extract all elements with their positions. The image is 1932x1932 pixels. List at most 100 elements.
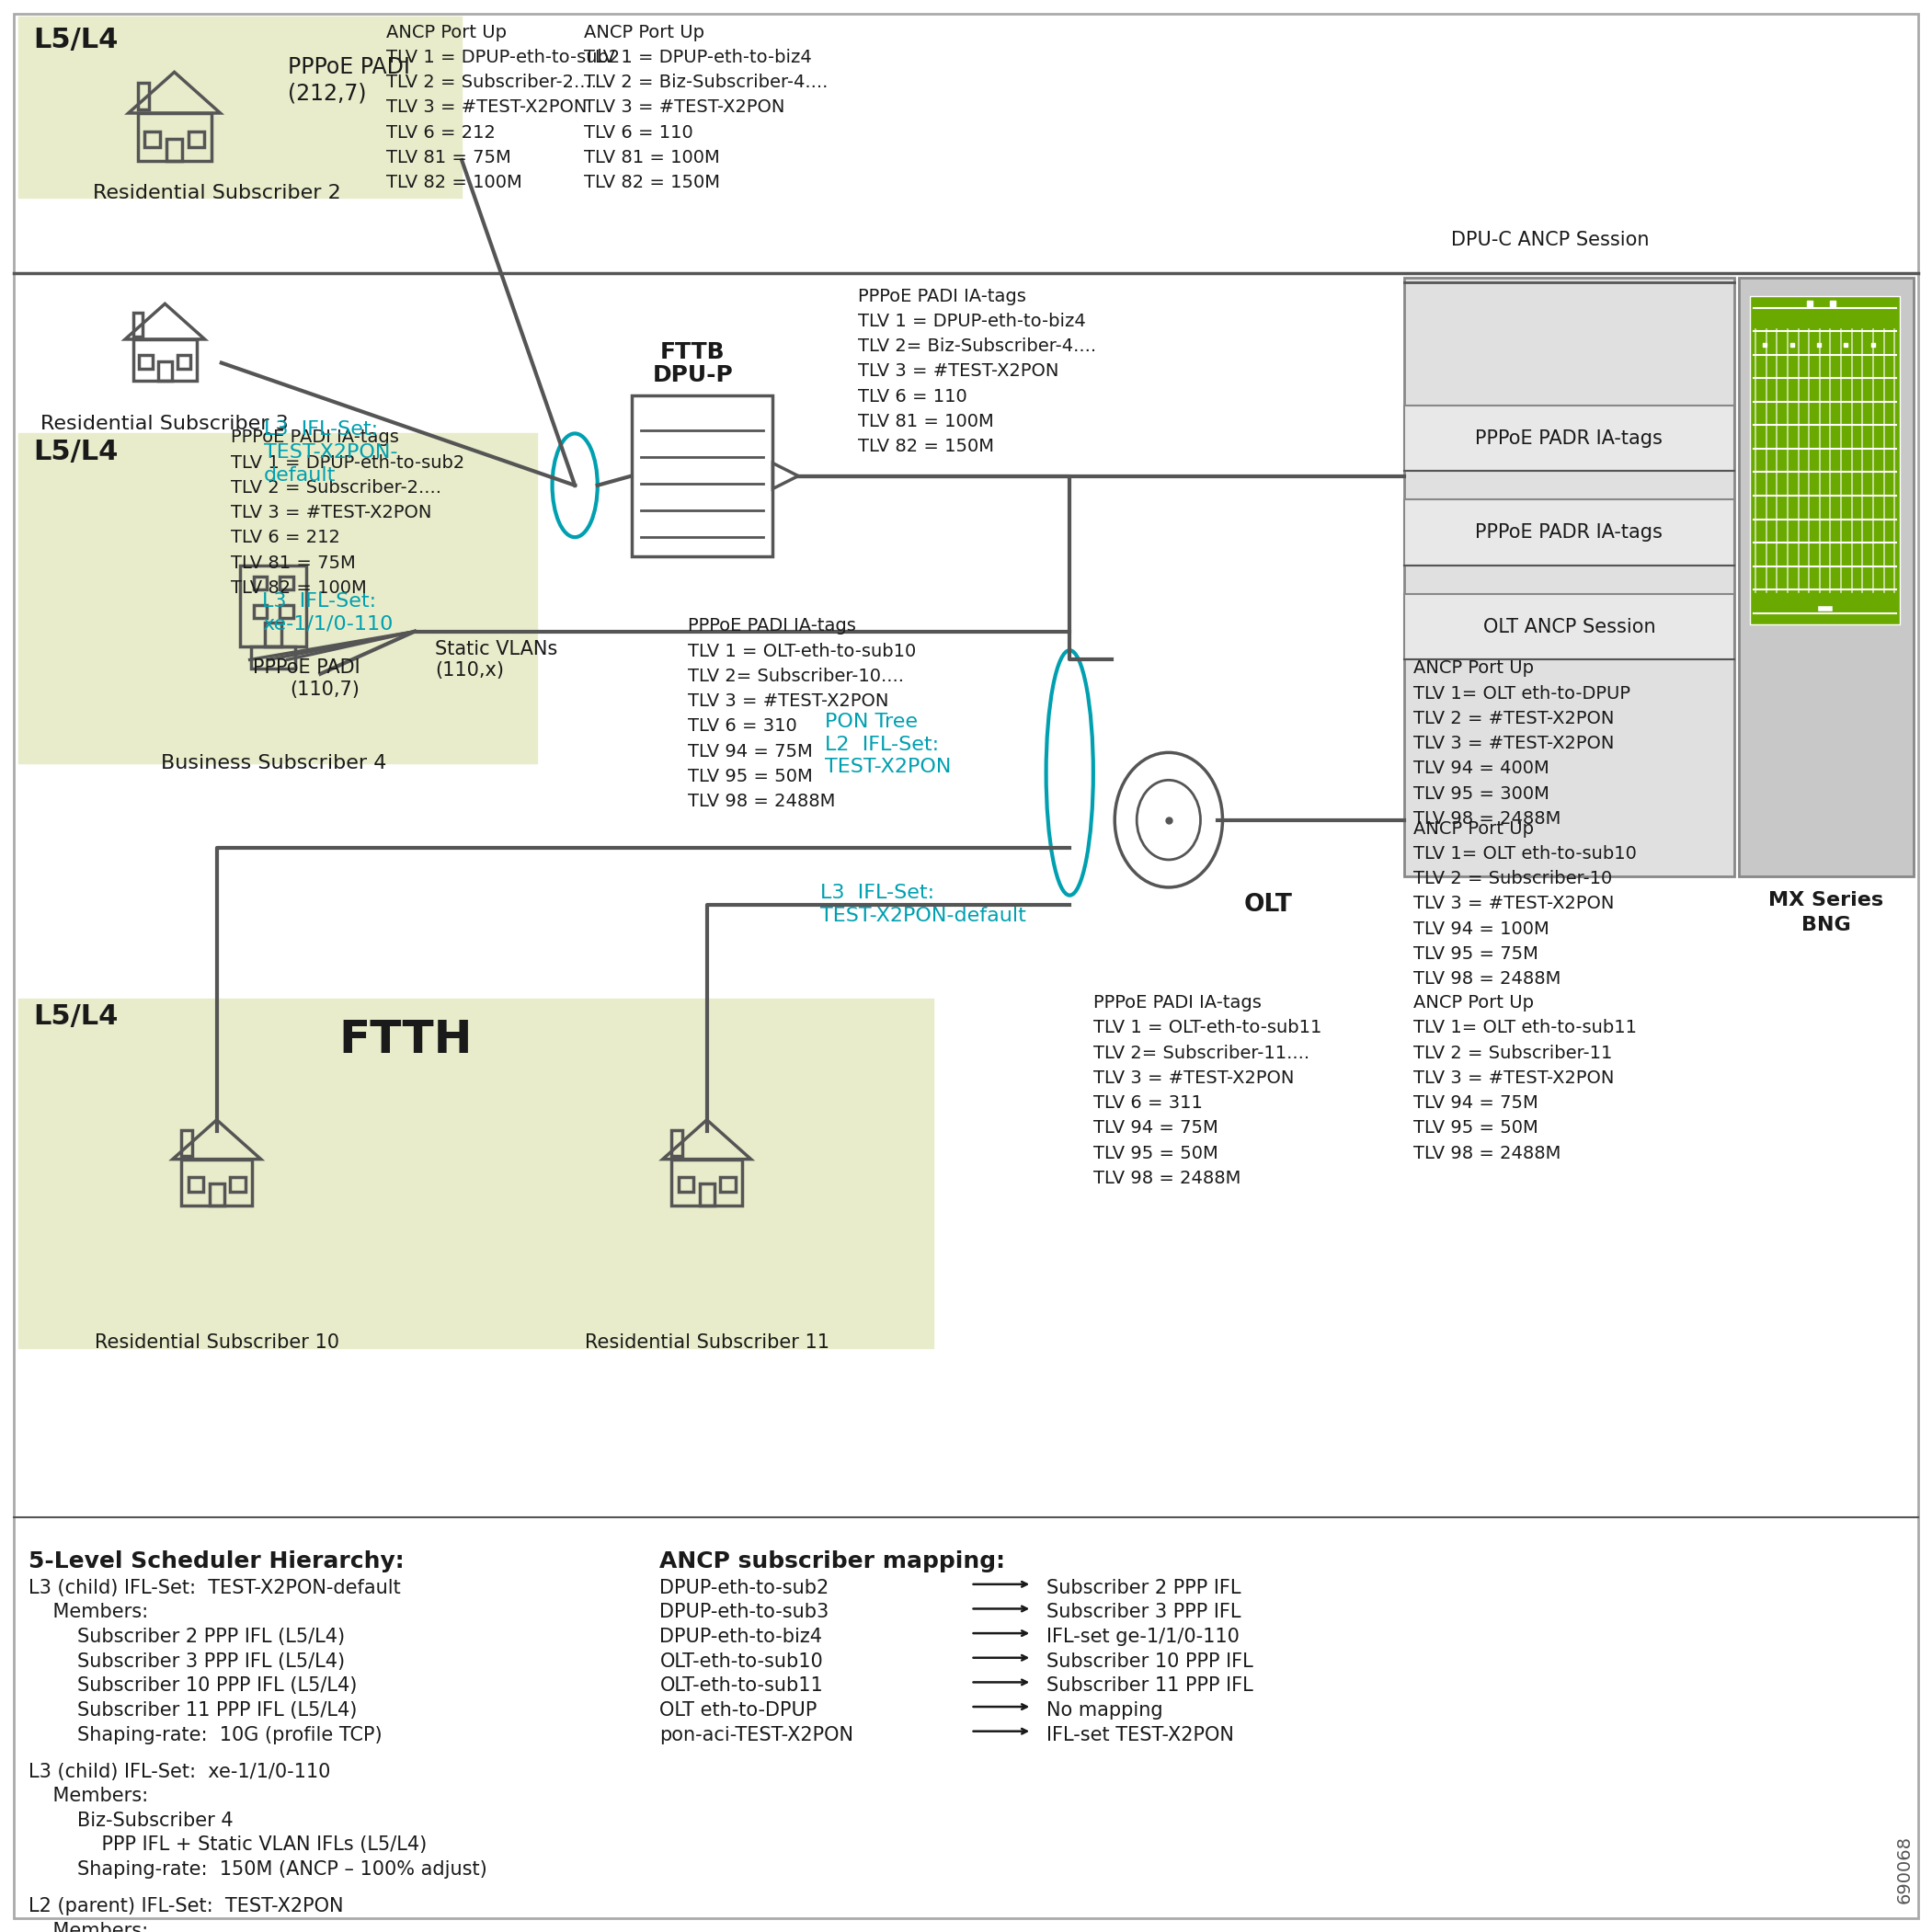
Text: L2 (parent) IFL-Set:  TEST-X2PON: L2 (parent) IFL-Set: TEST-X2PON — [29, 1897, 344, 1915]
Bar — [1739, 278, 1913, 877]
Bar — [1405, 278, 1735, 877]
Text: PPPoE PADR IA-tags: PPPoE PADR IA-tags — [1476, 429, 1663, 448]
Text: Members:: Members: — [29, 1787, 149, 1804]
Text: Subscriber 10 PPP IFL: Subscriber 10 PPP IFL — [1045, 1652, 1252, 1671]
Text: Business Subscriber 4: Business Subscriber 4 — [160, 753, 386, 773]
Text: Members:: Members: — [29, 1604, 149, 1621]
Text: PPPoE PADI
(110,7): PPPoE PADI (110,7) — [253, 659, 359, 699]
Text: DPUP-eth-to-sub2: DPUP-eth-to-sub2 — [659, 1578, 829, 1598]
Text: 5-Level Scheduler Hierarchy:: 5-Level Scheduler Hierarchy: — [29, 1549, 404, 1573]
Text: FTTH: FTTH — [338, 1018, 471, 1063]
Bar — [678, 1177, 694, 1192]
Text: PPPoE PADI
(212,7): PPPoE PADI (212,7) — [288, 56, 410, 104]
Text: Subscriber 11 PPP IFL: Subscriber 11 PPP IFL — [1045, 1677, 1252, 1694]
Text: PPPoE PADI IA-tags
TLV 1 = DPUP-eth-to-sub2
TLV 2 = Subscriber-2....
TLV 3 = #TE: PPPoE PADI IA-tags TLV 1 = DPUP-eth-to-s… — [232, 429, 466, 597]
Bar — [178, 355, 191, 369]
Text: Subscriber 2 PPP IFL (L5/L4): Subscriber 2 PPP IFL (L5/L4) — [29, 1627, 344, 1646]
Text: Subscriber 11 PPP IFL (L5/L4): Subscriber 11 PPP IFL (L5/L4) — [29, 1700, 357, 1719]
Text: L5/L4: L5/L4 — [33, 1005, 118, 1030]
Text: BNG: BNG — [1801, 916, 1851, 935]
Bar — [699, 1184, 715, 1206]
Text: PPPoE PADR IA-tags: PPPoE PADR IA-tags — [1476, 524, 1663, 541]
Bar — [721, 1177, 736, 1192]
Text: ANCP Port Up
TLV 1 = DPUP-eth-to-biz4
TLV 2 = Biz-Subscriber-4....
TLV 3 = #TEST: ANCP Port Up TLV 1 = DPUP-eth-to-biz4 TL… — [583, 23, 829, 191]
Bar — [19, 433, 537, 763]
Text: L3 (child) IFL-Set:  xe-1/1/0-110: L3 (child) IFL-Set: xe-1/1/0-110 — [29, 1762, 330, 1781]
Text: ANCP subscriber mapping:: ANCP subscriber mapping: — [659, 1549, 1005, 1573]
Bar — [1405, 500, 1735, 566]
Text: Residential Subscriber 11: Residential Subscriber 11 — [585, 1333, 829, 1352]
Bar — [253, 605, 267, 618]
Bar — [158, 361, 172, 381]
Text: PPPoE PADI IA-tags
TLV 1 = OLT-eth-to-sub10
TLV 2= Subscriber-10....
TLV 3 = #TE: PPPoE PADI IA-tags TLV 1 = OLT-eth-to-su… — [688, 618, 916, 810]
Text: Biz-Subscriber 4: Biz-Subscriber 4 — [29, 1812, 234, 1830]
Text: ANCP Port Up
TLV 1 = DPUP-eth-to-sub2
TLV 2 = Subscriber-2....
TLV 3 = #TEST-X2P: ANCP Port Up TLV 1 = DPUP-eth-to-sub2 TL… — [386, 23, 620, 191]
Text: OLT eth-to-DPUP: OLT eth-to-DPUP — [659, 1700, 817, 1719]
Bar — [187, 1177, 203, 1192]
Text: OLT-eth-to-sub11: OLT-eth-to-sub11 — [659, 1677, 823, 1694]
Text: MX Series: MX Series — [1768, 891, 1884, 908]
Text: Residential Subscriber 10: Residential Subscriber 10 — [95, 1333, 338, 1352]
Bar — [189, 131, 205, 147]
Bar — [133, 313, 143, 336]
Text: OLT-eth-to-sub10: OLT-eth-to-sub10 — [659, 1652, 823, 1671]
Text: OLT ANCP Session: OLT ANCP Session — [1484, 618, 1656, 636]
Text: Subscriber 3 PPP IFL: Subscriber 3 PPP IFL — [1045, 1604, 1240, 1621]
Bar — [182, 1130, 193, 1155]
Bar — [280, 605, 294, 618]
Text: L5/L4: L5/L4 — [33, 27, 118, 52]
Text: ANCP Port Up
TLV 1= OLT eth-to-DPUP
TLV 2 = #TEST-X2PON
TLV 3 = #TEST-X2PON
TLV : ANCP Port Up TLV 1= OLT eth-to-DPUP TLV … — [1414, 659, 1631, 827]
Bar — [145, 131, 160, 147]
Text: OLT: OLT — [1244, 893, 1293, 916]
Bar — [253, 576, 267, 589]
Text: DPU-C ANCP Session: DPU-C ANCP Session — [1451, 232, 1650, 249]
Bar — [1405, 593, 1735, 659]
Text: DPUP-eth-to-sub3: DPUP-eth-to-sub3 — [659, 1604, 829, 1621]
Bar — [137, 114, 211, 160]
Bar — [265, 622, 282, 647]
Bar — [632, 396, 773, 556]
Text: ANCP Port Up
TLV 1= OLT eth-to-sub11
TLV 2 = Subscriber-11
TLV 3 = #TEST-X2PON
T: ANCP Port Up TLV 1= OLT eth-to-sub11 TLV… — [1414, 995, 1636, 1161]
Text: L3  IFL-Set:
TEST-X2PON-
default: L3 IFL-Set: TEST-X2PON- default — [265, 421, 398, 485]
Text: DPU-P: DPU-P — [653, 365, 732, 386]
Bar — [19, 17, 462, 197]
Text: PPPoE PADI IA-tags
TLV 1 = OLT-eth-to-sub11
TLV 2= Subscriber-11....
TLV 3 = #TE: PPPoE PADI IA-tags TLV 1 = OLT-eth-to-su… — [1094, 995, 1321, 1186]
Text: Static VLANs
(110,x): Static VLANs (110,x) — [435, 639, 558, 680]
Text: pon-aci-TEST-X2PON: pon-aci-TEST-X2PON — [659, 1725, 854, 1745]
Text: L3  IFL-Set:
TEST-X2PON-default: L3 IFL-Set: TEST-X2PON-default — [819, 885, 1026, 925]
Bar — [209, 1184, 224, 1206]
Bar — [240, 566, 307, 647]
Text: No mapping: No mapping — [1045, 1700, 1163, 1719]
Text: Subscriber 3 PPP IFL (L5/L4): Subscriber 3 PPP IFL (L5/L4) — [29, 1652, 344, 1671]
Text: Members:: Members: — [29, 1922, 149, 1932]
Text: L5/L4: L5/L4 — [33, 439, 118, 466]
Text: Shaping-rate:  150M (ANCP – 100% adjust): Shaping-rate: 150M (ANCP – 100% adjust) — [29, 1861, 487, 1878]
Bar — [672, 1130, 682, 1155]
Bar — [19, 999, 933, 1349]
Text: Subscriber 2 PPP IFL: Subscriber 2 PPP IFL — [1045, 1578, 1240, 1598]
Bar — [251, 647, 296, 668]
Text: Residential Subscriber 3: Residential Subscriber 3 — [41, 415, 290, 433]
Bar — [280, 576, 294, 589]
Text: PPP IFL + Static VLAN IFLs (L5/L4): PPP IFL + Static VLAN IFLs (L5/L4) — [29, 1835, 427, 1855]
Text: ANCP Port Up
TLV 1= OLT eth-to-sub10
TLV 2 = Subscriber-10
TLV 3 = #TEST-X2PON
T: ANCP Port Up TLV 1= OLT eth-to-sub10 TLV… — [1414, 819, 1636, 987]
Text: L3 (child) IFL-Set:  TEST-X2PON-default: L3 (child) IFL-Set: TEST-X2PON-default — [29, 1578, 400, 1598]
Bar — [166, 139, 182, 160]
Text: Residential Subscriber 2: Residential Subscriber 2 — [93, 184, 340, 203]
Bar — [133, 340, 197, 381]
Text: DPUP-eth-to-biz4: DPUP-eth-to-biz4 — [659, 1627, 823, 1646]
Text: IFL-set TEST-X2PON: IFL-set TEST-X2PON — [1045, 1725, 1235, 1745]
Text: IFL-set ge-1/1/0-110: IFL-set ge-1/1/0-110 — [1045, 1627, 1238, 1646]
Bar — [1750, 296, 1899, 624]
Bar — [672, 1159, 742, 1206]
Bar — [137, 83, 149, 110]
Text: L3  IFL-Set:
xe-1/1/0-110: L3 IFL-Set: xe-1/1/0-110 — [263, 591, 392, 634]
Bar — [1405, 406, 1735, 471]
Text: 690068: 690068 — [1895, 1835, 1913, 1903]
Bar — [139, 355, 153, 369]
Text: Subscriber 10 PPP IFL (L5/L4): Subscriber 10 PPP IFL (L5/L4) — [29, 1677, 357, 1694]
Text: PPPoE PADI IA-tags
TLV 1 = DPUP-eth-to-biz4
TLV 2= Biz-Subscriber-4....
TLV 3 = : PPPoE PADI IA-tags TLV 1 = DPUP-eth-to-b… — [858, 288, 1095, 456]
Text: PON Tree
L2  IFL-Set:
TEST-X2PON: PON Tree L2 IFL-Set: TEST-X2PON — [825, 713, 951, 777]
Text: Shaping-rate:  10G (profile TCP): Shaping-rate: 10G (profile TCP) — [29, 1725, 383, 1745]
Bar — [230, 1177, 245, 1192]
